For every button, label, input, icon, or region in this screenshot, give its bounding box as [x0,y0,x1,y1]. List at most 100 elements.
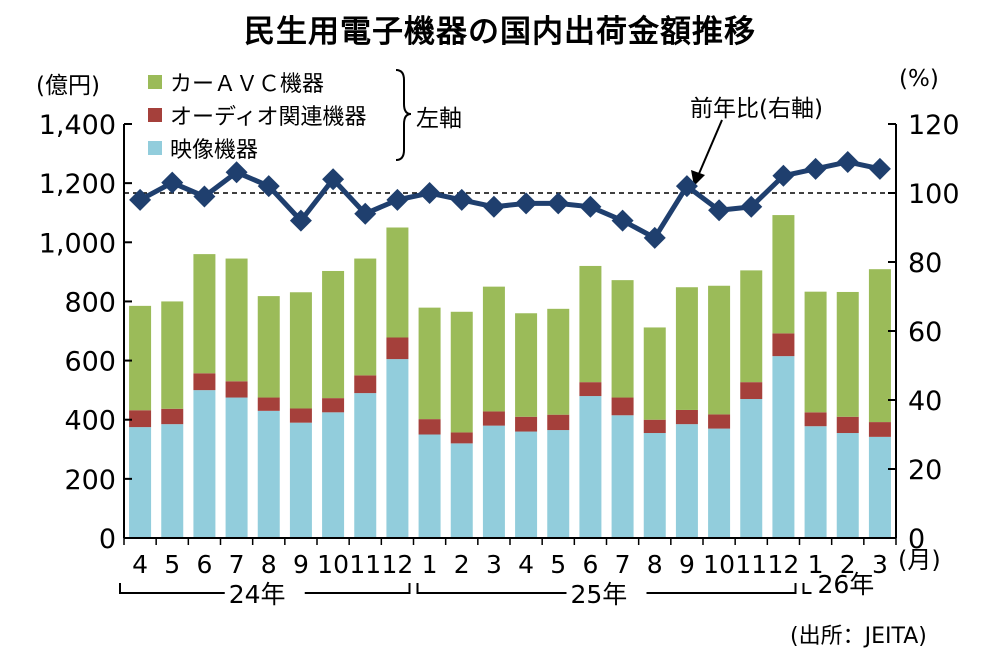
bar-segment-s1-16 [643,419,666,434]
year-bracket-2 [802,583,812,594]
legend-item-video: 映像機器 [148,132,258,164]
x-label-0: 4 [132,550,148,579]
legend-label-video: 映像機器 [170,138,259,163]
bar-segment-s0-4 [257,410,280,538]
year-label-1: 25年 [571,580,628,609]
bar-segment-s0-21 [804,426,827,538]
legend-brace [395,69,412,161]
yoy-point-20 [772,164,795,187]
x-label-13: 5 [550,550,566,579]
right-tick-label-20: 20 [908,455,942,486]
right-tick-label-0: 0 [908,524,925,555]
bar-segment-s0-3 [225,397,248,538]
bar-segment-s0-1 [161,424,184,538]
bar-segment-s2-0 [129,305,152,411]
bar-segment-s2-6 [322,270,345,399]
yoy-point-23 [868,157,891,180]
right-tick-label-120: 120 [908,110,960,141]
bar-segment-s0-22 [836,433,859,538]
bar-segment-s1-23 [868,422,891,437]
left-tick-label-1200: 1,200 [39,169,116,200]
x-label-11: 3 [486,550,502,579]
bar-segment-s1-2 [193,373,216,391]
bar-segment-s2-16 [643,327,666,420]
year-label-0: 24年 [229,580,286,609]
bar-segment-s2-2 [193,254,216,374]
annotation-arrow-line [697,119,723,177]
bar-segment-s0-6 [322,412,345,538]
bar-segment-s2-19 [740,270,763,383]
bar-segment-s1-14 [579,382,602,397]
bar-segment-s2-3 [225,258,248,382]
bar-segment-s1-18 [708,414,731,429]
yoy-point-6 [322,168,345,191]
bar-segment-s2-15 [611,280,634,398]
left-tick-label-1400: 1,400 [39,110,116,141]
x-label-22: 2 [840,550,856,579]
legend-label-audio: オーディオ関連機器 [170,105,367,130]
x-label-14: 6 [582,550,598,579]
line-annotation: 前年比(右軸) [690,96,823,122]
bar-segment-s0-7 [354,393,377,538]
yoy-point-18 [708,199,731,222]
yoy-point-3 [225,161,248,184]
bar-segment-s1-5 [289,408,312,423]
yoy-point-21 [804,157,827,180]
x-label-9: 1 [422,550,438,579]
bar-segment-s2-8 [386,227,409,338]
bar-segment-s0-5 [289,422,312,538]
bar-segment-s2-11 [482,286,505,412]
x-label-7: 11 [349,550,381,579]
x-label-1: 5 [164,550,180,579]
bar-segment-s1-7 [354,375,377,394]
yoy-point-15 [611,209,634,232]
bar-segment-s2-9 [418,307,441,420]
left-tick-label-400: 400 [64,406,116,437]
bar-segment-s0-20 [772,356,795,538]
x-label-16: 8 [647,550,663,579]
source-note: (出所：JEITA) [790,624,927,649]
bar-segment-s1-4 [257,397,280,411]
x-label-4: 8 [261,550,277,579]
bar-segment-s2-22 [836,291,859,417]
right-tick-label-60: 60 [908,317,942,348]
x-label-15: 7 [615,550,631,579]
bar-segment-s0-8 [386,359,409,538]
bar-segment-s1-22 [836,416,859,434]
yoy-point-7 [354,202,377,225]
yoy-point-9 [418,182,441,204]
left-tick-label-1000: 1,000 [39,228,116,259]
yoy-point-10 [450,188,473,211]
bar-segment-s2-7 [354,258,377,376]
x-label-17: 9 [679,550,695,579]
right-tick-label-40: 40 [908,386,942,417]
x-axis-unit: (月) [898,546,941,574]
bar-segment-s1-6 [322,398,345,413]
bar-segment-s1-1 [161,408,184,425]
yoy-point-1 [161,171,184,194]
legend-swatch-video [148,141,162,155]
legend-item-audio: オーディオ関連機器 [148,99,366,131]
bar-segment-s2-18 [708,285,731,415]
yoy-point-11 [482,195,505,218]
bar-segment-s2-21 [804,291,827,413]
bar-segment-s2-13 [547,308,570,415]
year-label-2: 26年 [818,570,875,599]
yoy-point-19 [740,195,763,218]
yoy-point-14 [579,195,602,218]
left-axis-unit: (億円) [36,73,100,99]
bar-segment-s2-12 [515,313,538,417]
bar-segment-s2-14 [579,265,602,383]
bar-segment-s1-17 [675,409,698,425]
annotation-arrow-head [691,170,705,186]
bar-segment-s0-15 [611,415,634,538]
bar-segment-s1-12 [515,416,538,432]
bar-segment-s2-10 [450,311,473,433]
bar-segment-s2-1 [161,301,184,409]
yoy-point-4 [257,175,280,198]
bar-segment-s0-18 [708,428,731,538]
bar-segment-s1-9 [418,419,441,435]
bar-segment-s1-10 [450,432,473,444]
right-tick-label-100: 100 [908,179,960,210]
